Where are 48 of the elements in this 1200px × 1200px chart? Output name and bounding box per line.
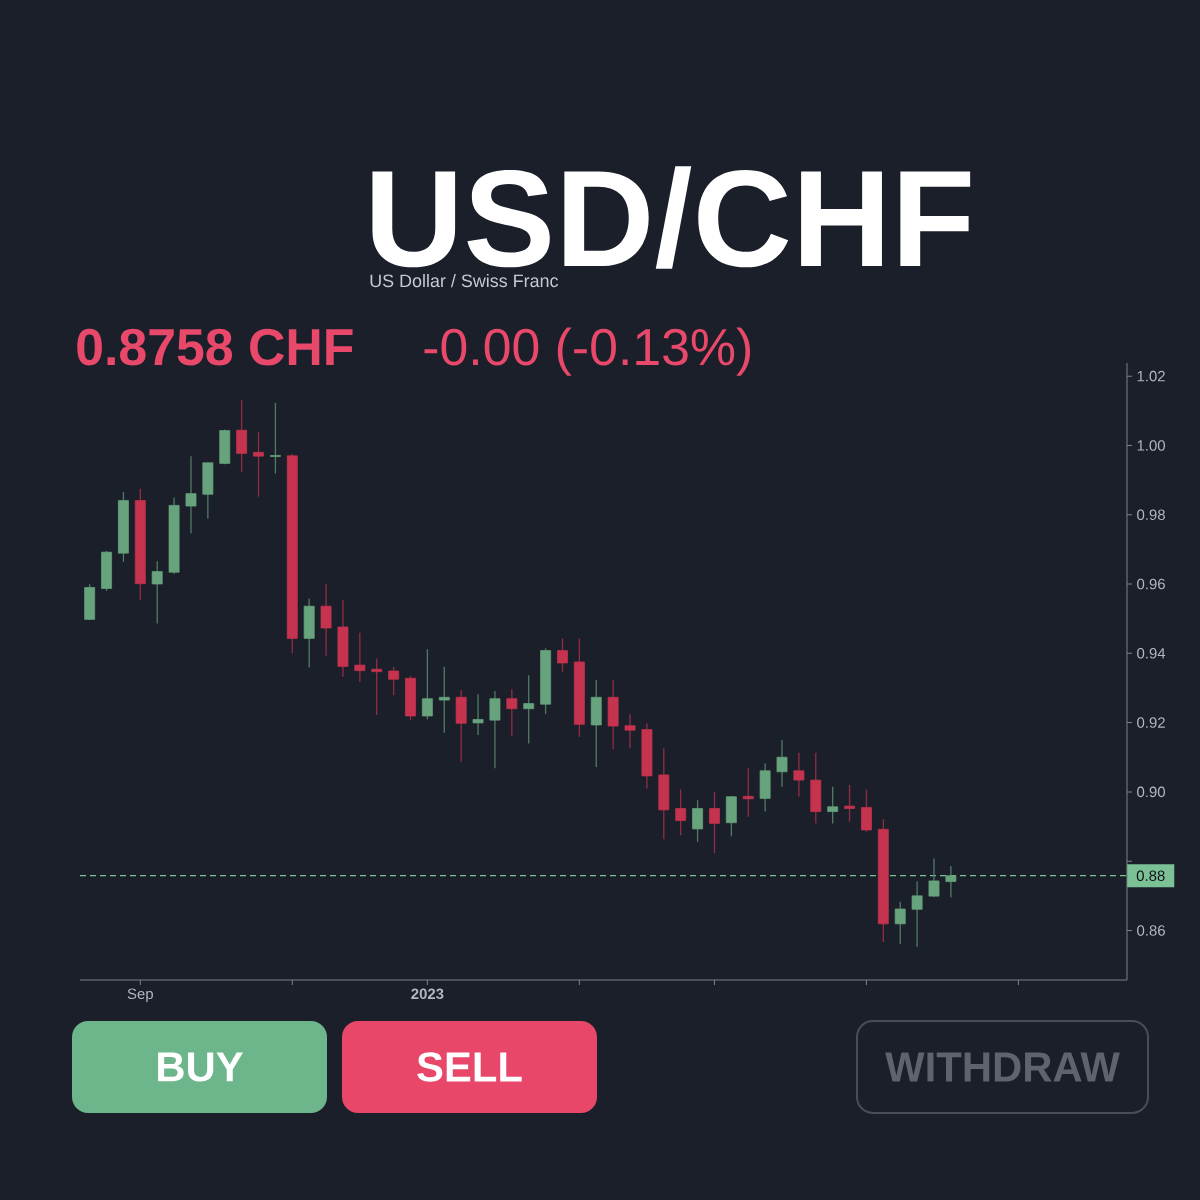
candlestick bbox=[928, 857, 940, 898]
candlestick bbox=[776, 739, 788, 788]
ref-line-label: 0.88 bbox=[1136, 870, 1165, 881]
candlestick bbox=[793, 752, 805, 798]
candlestick bbox=[489, 690, 501, 769]
candlestick bbox=[861, 788, 872, 833]
candlestick bbox=[709, 791, 720, 854]
x-tick-label: 2023 bbox=[411, 988, 444, 1000]
candlestick bbox=[438, 666, 450, 734]
candlestick bbox=[371, 657, 383, 716]
candlestick bbox=[269, 402, 281, 475]
text: WITHDRAW bbox=[885, 1052, 1120, 1082]
candlestick bbox=[557, 637, 568, 673]
y-tick-label: 1.02 bbox=[1137, 370, 1165, 382]
annotation: -0.00 (-0.13%) bbox=[424, 327, 751, 376]
candlestick bbox=[911, 880, 923, 948]
chart-title: USD/CHF bbox=[372, 166, 971, 269]
candlestick bbox=[894, 901, 906, 945]
y-tick-label: 0.92 bbox=[1137, 717, 1165, 728]
candlestick bbox=[523, 674, 535, 745]
y-tick-label: 0.94 bbox=[1137, 648, 1166, 659]
candlestick bbox=[421, 648, 433, 721]
annotation: 0.8758 CHF bbox=[77, 328, 353, 366]
candlestick bbox=[354, 632, 366, 683]
candlestick bbox=[253, 431, 264, 498]
text: BUY bbox=[158, 1052, 243, 1082]
candlestick bbox=[151, 560, 163, 625]
candlestick bbox=[472, 693, 484, 736]
candlestick bbox=[945, 865, 957, 899]
candlestick bbox=[742, 767, 754, 818]
candlestick bbox=[185, 455, 197, 535]
y-tick-label: 0.96 bbox=[1137, 578, 1165, 590]
chart-subtitle: US Dollar / Swiss Franc bbox=[370, 273, 559, 288]
candlestick bbox=[844, 784, 855, 823]
x-tick-label: Sep bbox=[127, 988, 153, 1003]
candlestick bbox=[320, 583, 332, 657]
candlestick bbox=[624, 713, 636, 749]
candlestick bbox=[827, 786, 839, 825]
y-tick-label: 0.98 bbox=[1137, 509, 1165, 521]
text: SELL bbox=[417, 1052, 522, 1082]
candlestick bbox=[675, 788, 687, 836]
candlestick bbox=[506, 688, 518, 737]
candlestick bbox=[388, 666, 400, 696]
y-tick-label: 0.86 bbox=[1137, 925, 1165, 936]
candlestick bbox=[692, 799, 703, 843]
candlestick bbox=[236, 399, 248, 473]
y-tick-label: 1.00 bbox=[1137, 440, 1165, 451]
y-tick-label: 0.90 bbox=[1137, 786, 1165, 798]
